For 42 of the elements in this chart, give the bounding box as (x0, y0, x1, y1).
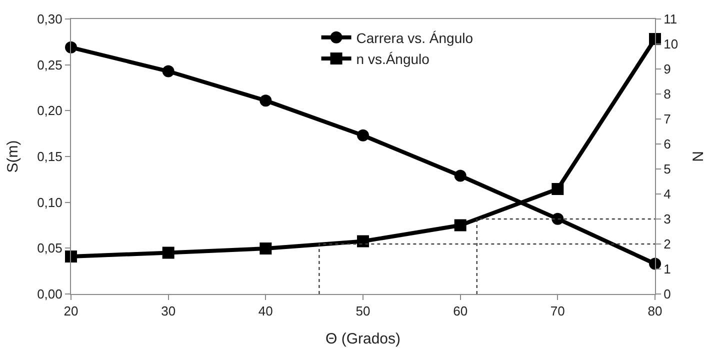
y2-tick-label: 9 (664, 62, 671, 77)
y-tick-label: 0,25 (37, 57, 62, 72)
y2-tick-label: 10 (664, 36, 678, 52)
y2-axis-title: N (690, 151, 708, 162)
point (65, 250, 77, 262)
x-tick-label: 60 (453, 304, 468, 319)
point (552, 183, 564, 195)
y-tick-label: 0,10 (37, 194, 62, 210)
y-tick-label: 0,20 (37, 103, 62, 118)
x-tick-label: 30 (161, 304, 176, 319)
x-tick-label: 50 (356, 304, 370, 319)
y2-tick-label: 2 (664, 236, 671, 252)
y2-tick-label: 11 (664, 12, 678, 27)
y-tick-label: 0,15 (37, 149, 62, 164)
legend-label: Carrera vs. Ángulo (356, 30, 474, 46)
y2-tick-label: 1 (664, 262, 671, 277)
point (357, 129, 369, 142)
y-tick-label: 0,30 (37, 12, 62, 27)
y2-tick-label: 7 (664, 112, 671, 127)
y2-tick-label: 3 (664, 212, 671, 227)
point (162, 246, 174, 259)
x-axis-title: Θ (Grados) (325, 330, 401, 348)
point (454, 170, 466, 182)
y2-tick-label: 6 (664, 136, 671, 152)
point (454, 219, 466, 232)
point (357, 235, 369, 248)
legend-label: n vs.Ángulo (356, 51, 430, 68)
x-tick-label: 20 (64, 304, 78, 319)
y-tick-label: 0,00 (37, 286, 62, 302)
x-tick-label: 70 (550, 304, 565, 319)
y-axis-title: S(m) (4, 140, 22, 173)
y2-tick-label: 4 (664, 186, 671, 202)
point (260, 242, 272, 254)
x-tick-label: 80 (648, 304, 662, 319)
y2-tick-label: 0 (664, 286, 671, 302)
point (552, 212, 564, 225)
point (162, 65, 174, 78)
y-tick-label: 0,05 (37, 240, 62, 256)
y2-tick-label: 8 (664, 86, 671, 102)
x-tick-label: 40 (258, 304, 273, 319)
point (260, 94, 272, 107)
y2-tick-label: 5 (664, 162, 671, 177)
